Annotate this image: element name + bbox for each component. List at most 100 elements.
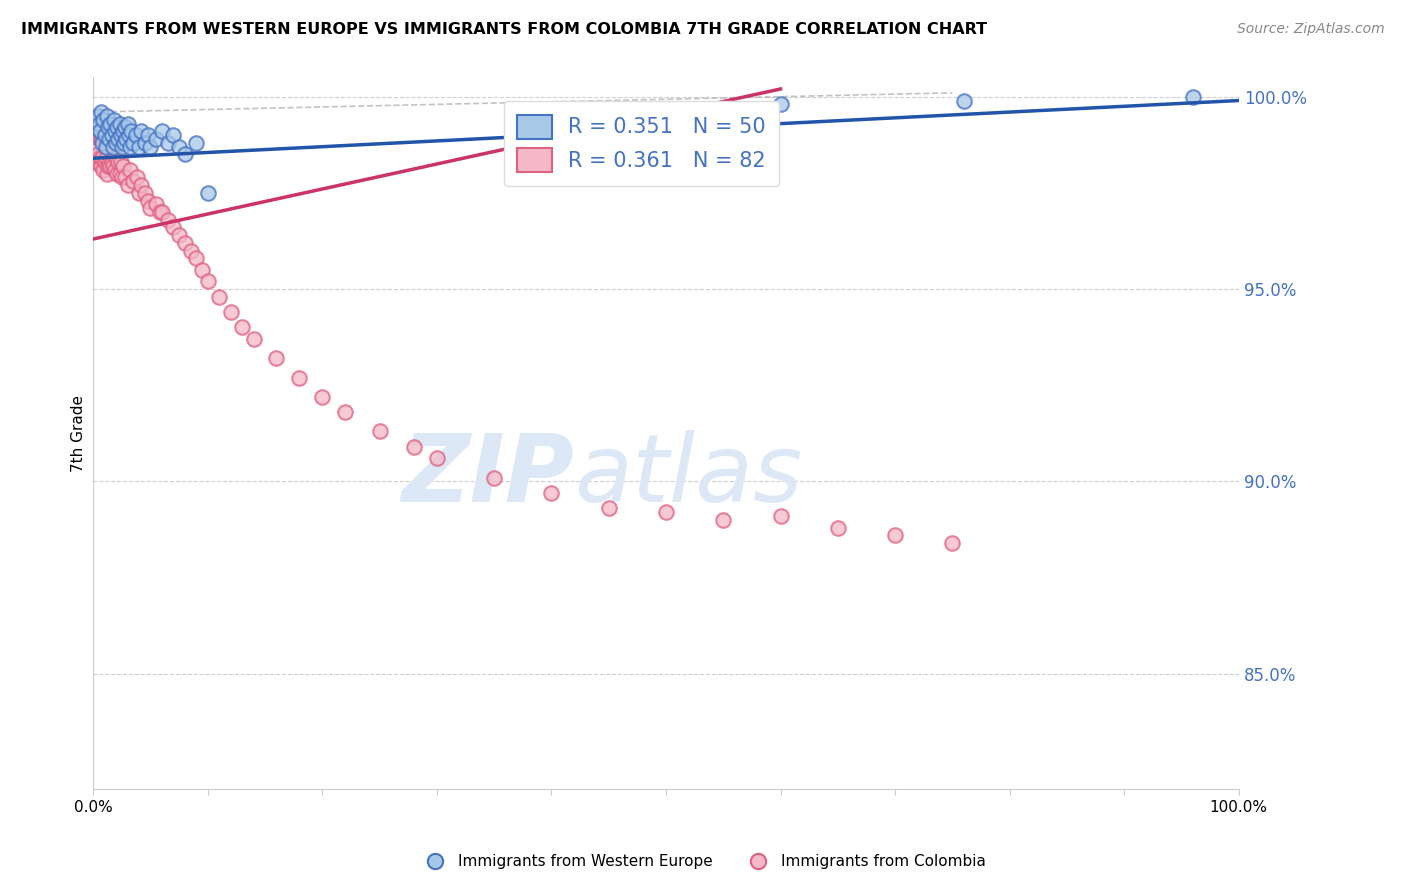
Point bbox=[105, 151, 128, 165]
Point bbox=[97, 120, 120, 135]
Point bbox=[114, 120, 136, 135]
Point bbox=[111, 139, 134, 153]
Point bbox=[87, 117, 110, 131]
Point bbox=[91, 136, 114, 150]
Point bbox=[111, 170, 134, 185]
Point bbox=[118, 162, 141, 177]
Point bbox=[129, 178, 152, 193]
Point bbox=[98, 132, 121, 146]
Point bbox=[125, 170, 148, 185]
Point bbox=[91, 128, 114, 143]
Point bbox=[91, 151, 114, 165]
Text: atlas: atlas bbox=[574, 431, 803, 522]
Point bbox=[540, 486, 562, 500]
Point bbox=[162, 128, 184, 143]
Point bbox=[107, 132, 129, 146]
Point bbox=[1181, 89, 1204, 103]
Point bbox=[93, 112, 115, 127]
Point bbox=[90, 105, 112, 120]
Point bbox=[186, 136, 208, 150]
Point bbox=[115, 132, 138, 146]
Point bbox=[197, 186, 219, 200]
Point bbox=[167, 228, 190, 243]
Point bbox=[93, 155, 115, 169]
Point bbox=[156, 212, 179, 227]
Point bbox=[94, 151, 117, 165]
Point bbox=[134, 186, 156, 200]
Point bbox=[105, 167, 128, 181]
Point bbox=[101, 159, 124, 173]
Point bbox=[129, 124, 152, 138]
Point bbox=[89, 151, 111, 165]
Point bbox=[97, 159, 120, 173]
Point bbox=[90, 132, 112, 146]
Point bbox=[128, 186, 150, 200]
Point bbox=[100, 128, 122, 143]
Point bbox=[139, 201, 162, 215]
Point bbox=[145, 132, 167, 146]
Point bbox=[335, 405, 357, 419]
Point bbox=[94, 139, 117, 153]
Point bbox=[311, 390, 333, 404]
Point bbox=[104, 162, 127, 177]
Text: IMMIGRANTS FROM WESTERN EUROPE VS IMMIGRANTS FROM COLOMBIA 7TH GRADE CORRELATION: IMMIGRANTS FROM WESTERN EUROPE VS IMMIGR… bbox=[21, 22, 987, 37]
Point bbox=[122, 174, 145, 188]
Point bbox=[111, 159, 134, 173]
Point bbox=[93, 136, 115, 150]
Point bbox=[482, 470, 505, 484]
Point bbox=[98, 159, 121, 173]
Point bbox=[107, 155, 129, 169]
Point bbox=[86, 151, 108, 165]
Point bbox=[84, 155, 107, 169]
Point bbox=[103, 147, 125, 161]
Point bbox=[167, 139, 190, 153]
Point bbox=[110, 155, 132, 169]
Point bbox=[98, 117, 121, 131]
Point bbox=[122, 136, 145, 150]
Point bbox=[89, 124, 111, 138]
Point bbox=[134, 136, 156, 150]
Point bbox=[83, 144, 105, 158]
Point bbox=[150, 124, 173, 138]
Point bbox=[191, 262, 214, 277]
Point bbox=[98, 136, 121, 150]
Text: ZIP: ZIP bbox=[402, 430, 574, 522]
Point bbox=[86, 124, 108, 138]
Point bbox=[84, 120, 107, 135]
Point bbox=[108, 167, 131, 181]
Point bbox=[208, 290, 231, 304]
Point bbox=[87, 109, 110, 123]
Point bbox=[101, 139, 124, 153]
Point bbox=[711, 513, 734, 527]
Point bbox=[87, 128, 110, 143]
Point bbox=[145, 197, 167, 211]
Point bbox=[953, 94, 976, 108]
Point bbox=[118, 128, 141, 143]
Point bbox=[100, 132, 122, 146]
Point bbox=[89, 124, 111, 138]
Point bbox=[769, 508, 792, 523]
Point bbox=[93, 132, 115, 146]
Point bbox=[231, 320, 253, 334]
Point bbox=[173, 147, 195, 161]
Point bbox=[219, 305, 242, 319]
Point bbox=[84, 128, 107, 143]
Point bbox=[104, 124, 127, 138]
Point bbox=[87, 147, 110, 161]
Point bbox=[90, 159, 112, 173]
Point bbox=[111, 124, 134, 138]
Point bbox=[105, 120, 128, 135]
Point bbox=[266, 351, 288, 366]
Point bbox=[118, 139, 141, 153]
Point bbox=[96, 109, 118, 123]
Point bbox=[769, 97, 792, 112]
Point bbox=[87, 120, 110, 135]
Point bbox=[162, 220, 184, 235]
Point bbox=[124, 128, 146, 143]
Y-axis label: 7th Grade: 7th Grade bbox=[72, 395, 86, 472]
Point bbox=[117, 178, 139, 193]
Point bbox=[402, 440, 425, 454]
Point bbox=[98, 155, 121, 169]
Point bbox=[93, 128, 115, 143]
Point bbox=[96, 167, 118, 181]
